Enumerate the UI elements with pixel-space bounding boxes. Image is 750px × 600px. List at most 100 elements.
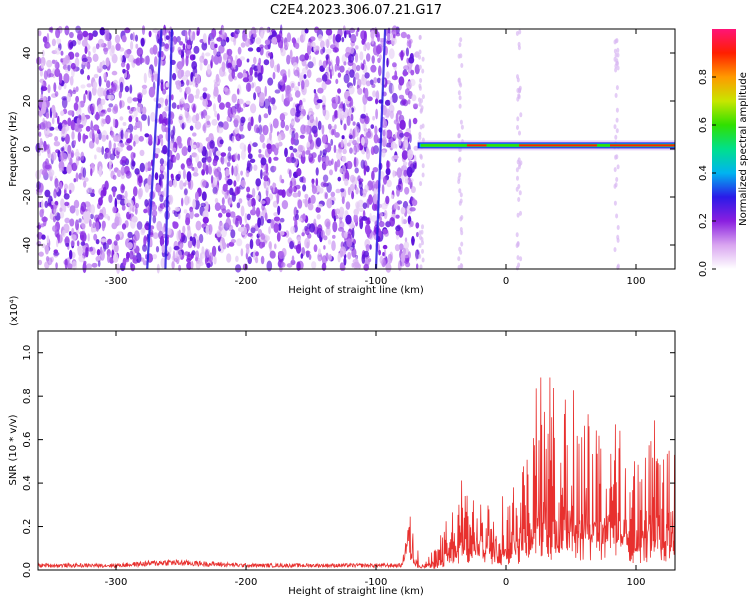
spectrogram-cell <box>133 58 140 64</box>
spectrogram-cell <box>97 260 101 267</box>
spectrogram-cell <box>337 108 343 119</box>
spectrogram-cell <box>339 167 343 174</box>
spectrogram-cell <box>352 121 356 126</box>
spectrogram-faint-cell <box>419 124 423 130</box>
spectrogram-cell <box>317 34 323 41</box>
spectrogram-cell <box>160 257 165 269</box>
y-tick-label: 40 <box>22 47 33 60</box>
spectrogram-cell <box>237 72 244 79</box>
spectrogram-cell <box>216 171 222 181</box>
spectrogram-cell <box>195 154 200 164</box>
spectrogram-cell <box>37 259 43 266</box>
spectrogram-cell <box>138 175 143 184</box>
spectrogram-cell <box>141 88 147 95</box>
spectrogram-cell <box>156 220 163 232</box>
spectrogram-cell <box>129 250 134 260</box>
spectrogram-cell <box>276 63 281 73</box>
spectrogram-cell <box>110 83 117 94</box>
spectrogram-faint-cell <box>418 97 421 103</box>
spectrogram-cell <box>136 47 144 57</box>
spectrogram-cell <box>247 143 252 154</box>
spectrogram-cell <box>206 120 211 126</box>
x-tick-label: -100 <box>365 577 388 588</box>
spectrogram-cell <box>212 186 218 194</box>
spectrogram-cell <box>130 33 134 41</box>
spectrogram-cell <box>336 159 341 168</box>
spectrogram-cell <box>308 254 312 260</box>
spectrogram-cell <box>396 188 400 197</box>
spectrogram-cell <box>318 187 324 194</box>
spectrogram-cell <box>255 178 261 187</box>
spectrogram-cell <box>36 190 43 196</box>
spectrogram-cell <box>181 146 188 157</box>
spectrogram-cell <box>221 208 227 214</box>
spectrogram-cell <box>185 217 191 226</box>
spectrogram-cell <box>340 188 345 193</box>
spectrogram-cell <box>302 67 308 74</box>
spectrogram-cell <box>64 54 71 64</box>
spectrogram-faint-cell <box>516 116 520 122</box>
spectrogram-faint-cell <box>457 179 461 185</box>
colorbar-tick-label: 0.0 <box>698 261 709 277</box>
spectrogram-cell <box>48 73 54 78</box>
spectrogram-faint-cell <box>516 175 519 181</box>
spectrogram-cell <box>84 177 89 182</box>
spectrogram-cell <box>80 201 87 212</box>
spectrogram-cell <box>370 124 375 129</box>
spectrogram-cell <box>169 119 173 125</box>
spectrogram-cell <box>50 151 57 161</box>
spectrogram-cell <box>211 54 215 63</box>
spectrogram-cell <box>300 253 304 259</box>
spectrogram-cell <box>292 192 299 198</box>
spectrogram-cell <box>245 82 252 92</box>
spectrogram-cell <box>168 180 173 188</box>
spectrogram-cell <box>54 68 61 78</box>
spectrogram-cell <box>353 156 357 168</box>
spectrogram-cell <box>155 184 162 193</box>
spectrogram-cell <box>337 72 342 78</box>
spectrogram-cell <box>69 189 72 194</box>
spectrogram-cell <box>369 244 372 250</box>
spectrogram-faint-cell <box>418 101 422 107</box>
spectrogram-cell <box>332 114 335 122</box>
spectrogram-cell <box>357 199 364 208</box>
spectrogram-cell <box>195 191 199 201</box>
spectrogram-cell <box>179 243 184 249</box>
spectrogram-cell <box>255 37 262 45</box>
spectrogram-cell <box>265 235 270 242</box>
spectrogram-cell <box>43 96 46 102</box>
spectrogram-cell <box>303 177 307 184</box>
spectrogram-faint-cell <box>419 181 423 187</box>
spectrogram-cell <box>187 145 192 153</box>
spectrogram-cell <box>409 220 414 228</box>
spectrogram-cell <box>75 148 80 159</box>
spectrogram-cell <box>97 87 104 97</box>
spectrogram-y-label: Frequency (Hz) <box>8 111 19 187</box>
spectrogram-cell <box>262 171 269 177</box>
spectrogram-cell <box>46 32 50 44</box>
spectrogram-cell <box>274 89 281 94</box>
spectrogram-cell <box>361 38 366 45</box>
spectrogram-cell <box>278 141 283 147</box>
spectrogram-cell <box>213 103 216 112</box>
spectrogram-cell <box>138 187 144 198</box>
spectrogram-cell <box>231 165 234 176</box>
spectrogram-cell <box>301 150 306 158</box>
spectrogram-cell <box>349 69 355 78</box>
spectrogram-cell <box>88 51 91 57</box>
spectrogram-cell <box>195 88 200 97</box>
spectrogram-cell <box>257 217 261 228</box>
spectrogram-faint-cell <box>419 154 423 160</box>
spectrogram-cell <box>144 55 150 65</box>
spectrogram-cell <box>181 122 185 130</box>
spectrogram-cell <box>98 75 102 87</box>
spectrogram-cell <box>77 246 81 252</box>
spectrogram-cell <box>120 143 125 148</box>
spectrogram-cell <box>106 80 111 89</box>
spectrogram-cell <box>60 147 64 152</box>
spectrogram-cell <box>226 253 232 263</box>
spectrogram-cell <box>297 199 303 209</box>
spectrogram-cell <box>137 102 143 114</box>
spectrogram-cell <box>325 48 332 55</box>
spectrogram-cell <box>82 133 86 144</box>
